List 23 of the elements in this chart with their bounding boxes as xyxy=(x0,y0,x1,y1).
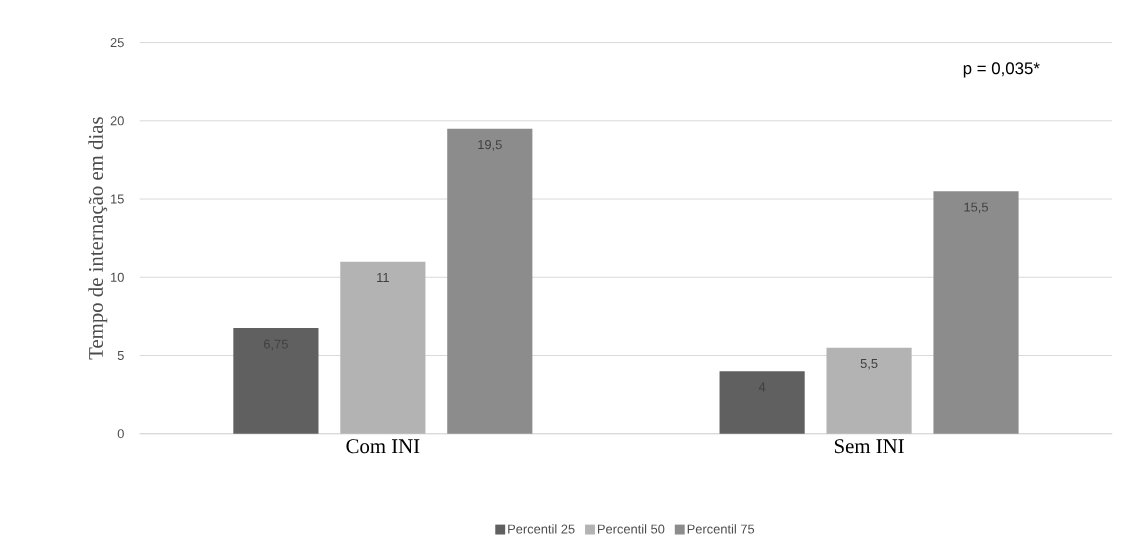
y-tick-label: 20 xyxy=(110,116,124,126)
bar xyxy=(340,261,426,434)
bar xyxy=(233,327,319,434)
bar xyxy=(719,370,805,434)
data-label: 11 xyxy=(377,272,389,282)
y-tick-label: 0 xyxy=(117,428,124,439)
legend-label: Percentil 75 xyxy=(687,523,755,534)
bar xyxy=(826,347,912,434)
data-label: 19,5 xyxy=(478,139,502,151)
legend-label: Percentil 50 xyxy=(597,523,665,534)
bar xyxy=(447,128,533,434)
bar xyxy=(933,190,1019,434)
annotation: p = 0,035* xyxy=(963,62,1040,78)
y-tick-label: 5 xyxy=(117,350,124,360)
y-tick-label: 10 xyxy=(111,272,124,282)
y-tick-label: 15 xyxy=(111,194,124,204)
data-label: 5,5 xyxy=(860,358,878,370)
y-axis-title: Tempo de internação em dias xyxy=(88,116,108,360)
x-tick-label: Sem INI xyxy=(834,438,904,453)
x-tick-label: Com INI xyxy=(346,438,420,453)
legend-label: Percentil 25 xyxy=(508,523,575,534)
y-tick-label: 25 xyxy=(110,37,124,47)
data-label: 15,5 xyxy=(964,202,988,213)
